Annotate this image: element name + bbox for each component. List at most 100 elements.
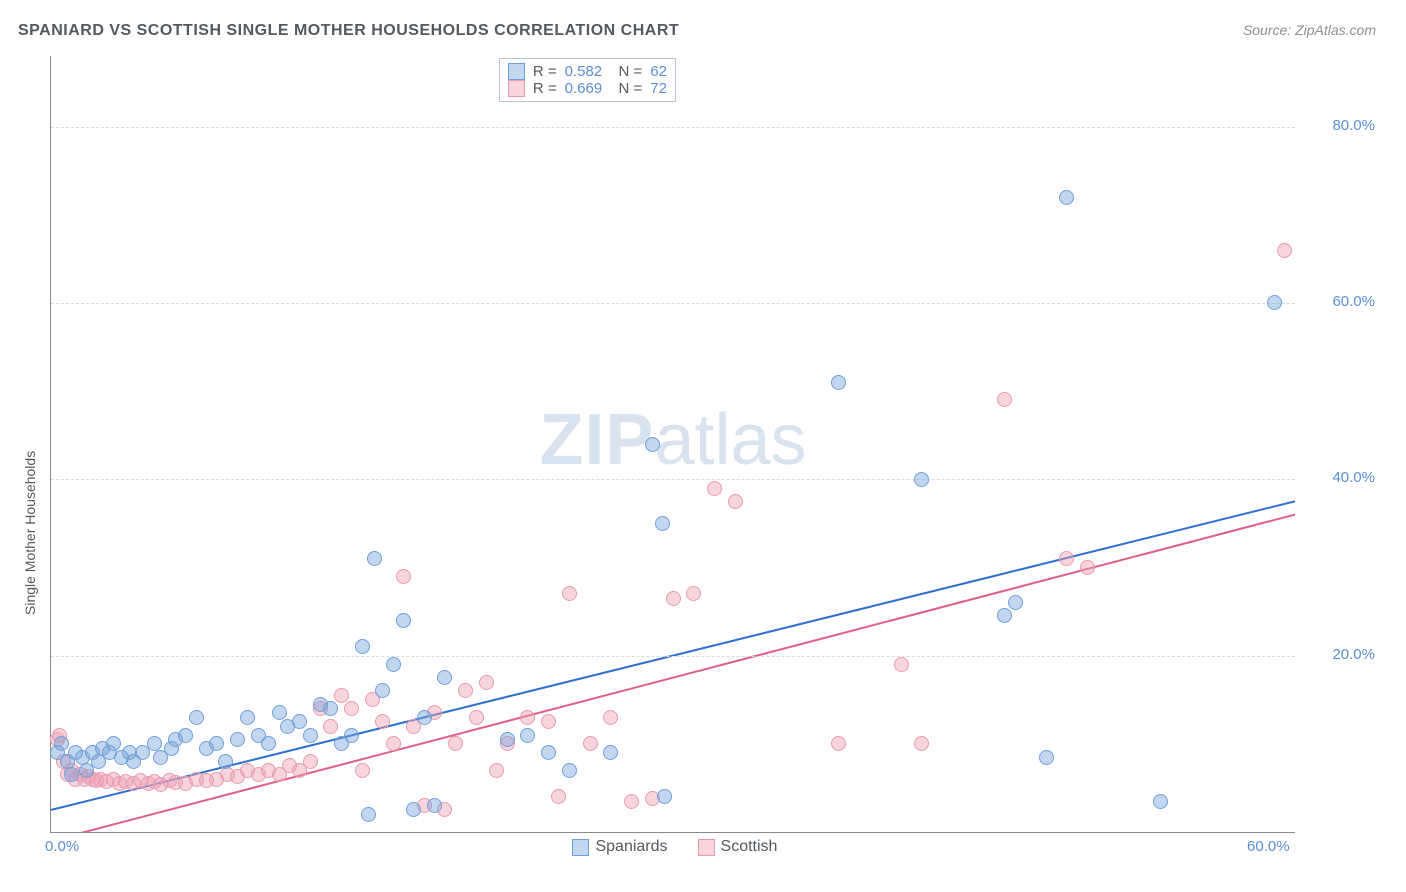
spaniards-point [1059,190,1074,205]
spaniards-point [914,472,929,487]
gridline [51,303,1295,304]
scottish-legend-swatch [698,839,715,856]
scottish-point [603,710,618,725]
scottish-point [624,794,639,809]
spaniards-point [997,608,1012,623]
scottish-point [469,710,484,725]
watermark: ZIPatlas [539,399,806,481]
scottish-point [562,586,577,601]
stat-n-label: N = [610,80,642,97]
spaniards-point [1039,750,1054,765]
legend-item-spaniards: Spaniards [572,838,667,856]
spaniards-point [272,705,287,720]
spaniards-point [562,763,577,778]
spaniards-point [1008,595,1023,610]
scottish-point [997,392,1012,407]
scottish-trend-line [51,515,1295,832]
stat-n-value: 62 [650,63,667,80]
scottish-point [1080,560,1095,575]
stat-r-value: 0.582 [565,63,603,80]
spaniards-point [218,754,233,769]
spaniards-point [106,736,121,751]
scottish-point [344,701,359,716]
spaniards-point [406,802,421,817]
legend-label: Scottish [721,838,778,856]
gridline [51,479,1295,480]
gridline [51,656,1295,657]
scottish-point [479,675,494,690]
scottish-point [355,763,370,778]
legend-item-scottish: Scottish [698,838,778,856]
legend: Spaniards Scottish [572,838,777,856]
stat-n-value: 72 [650,80,667,97]
y-tick-label: 60.0% [1305,293,1375,310]
spaniards-point [386,657,401,672]
trend-lines [51,56,1295,832]
spaniards-point [303,728,318,743]
y-tick-label: 40.0% [1305,469,1375,486]
stat-r-label: R = [533,63,557,80]
scottish-point [375,714,390,729]
scottish-point [831,736,846,751]
scottish-point [323,719,338,734]
scottish-point [914,736,929,751]
spaniards-point [417,710,432,725]
scottish-point [686,586,701,601]
stat-row-spaniards: R = 0.582 N = 62 [508,63,667,80]
scottish-point [894,657,909,672]
watermark-atlas: atlas [654,400,806,480]
y-tick-label: 20.0% [1305,646,1375,663]
scottish-point [666,591,681,606]
scottish-point [551,789,566,804]
spaniards-point [178,728,193,743]
spaniards-point [189,710,204,725]
spaniards-point [361,807,376,822]
legend-label: Spaniards [595,838,667,856]
spaniards-point [261,736,276,751]
spaniards-point [355,639,370,654]
y-axis-label: Single Mother Households [22,451,38,615]
spaniards-point [367,551,382,566]
stat-row-scottish: R = 0.669 N = 72 [508,80,667,97]
scottish-point [489,763,504,778]
scottish-point [458,683,473,698]
spaniards-point [520,728,535,743]
spaniards-point [645,437,660,452]
spaniards-point [230,732,245,747]
spaniards-point [240,710,255,725]
spaniards-point [375,683,390,698]
spaniards-point [500,732,515,747]
source-label: Source: ZipAtlas.com [1243,22,1376,38]
stat-r-label: R = [533,80,557,97]
plot-area: ZIPatlas R =0.582 N =62R =0.669 N =72 20… [50,56,1295,833]
spaniards-point [209,736,224,751]
stat-r-value: 0.669 [565,80,603,97]
spaniards-point [437,670,452,685]
spaniards-point [1267,295,1282,310]
scottish-point [583,736,598,751]
scottish-point [520,710,535,725]
watermark-zip: ZIP [539,400,654,480]
stat-n-label: N = [610,63,642,80]
chart-title: SPANIARD VS SCOTTISH SINGLE MOTHER HOUSE… [18,22,679,40]
scottish-point [386,736,401,751]
chart-container: SPANIARD VS SCOTTISH SINGLE MOTHER HOUSE… [0,0,1406,892]
spaniards-point [831,375,846,390]
spaniards-legend-swatch [572,839,589,856]
spaniards-point [396,613,411,628]
scottish-point [303,754,318,769]
scottish-point [728,494,743,509]
scottish-point [707,481,722,496]
spaniards-point [541,745,556,760]
spaniards-point [655,516,670,531]
scottish-swatch [508,80,525,97]
gridline [51,127,1295,128]
spaniards-point [1153,794,1168,809]
scottish-point [448,736,463,751]
spaniards-swatch [508,63,525,80]
spaniards-point [657,789,672,804]
scottish-point [1059,551,1074,566]
scottish-point [396,569,411,584]
scottish-point [334,688,349,703]
x-tick-label: 0.0% [45,838,79,855]
